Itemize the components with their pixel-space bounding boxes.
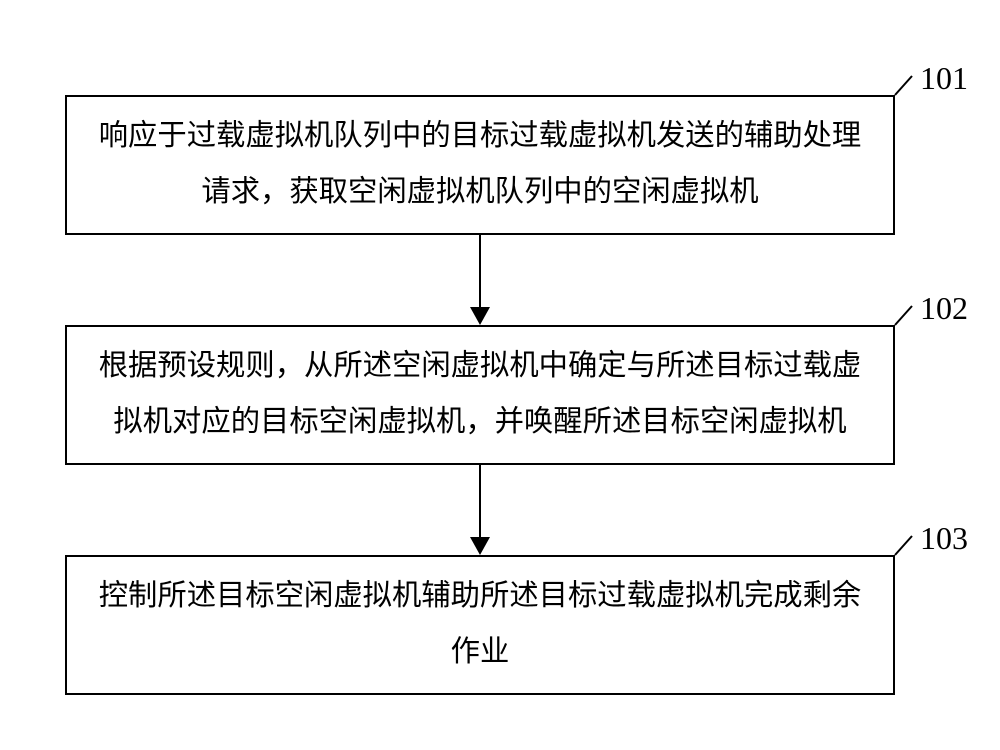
flowchart-node-label: 103 (920, 520, 968, 557)
flowchart-node: 响应于过载虚拟机队列中的目标过载虚拟机发送的辅助处理请求，获取空闲虚拟机队列中的… (65, 95, 895, 235)
flowchart-node-text: 控制所述目标空闲虚拟机辅助所述目标过载虚拟机完成剩余作业 (95, 569, 865, 680)
flowchart-node-label: 102 (920, 290, 968, 327)
lead-line-seg (895, 306, 912, 325)
flowchart-node-text: 根据预设规则，从所述空闲虚拟机中确定与所述目标过载虚拟机对应的目标空闲虚拟机，并… (95, 339, 865, 450)
flowchart-node: 根据预设规则，从所述空闲虚拟机中确定与所述目标过载虚拟机对应的目标空闲虚拟机，并… (65, 325, 895, 465)
flowchart-arrow-line (479, 235, 481, 307)
flowchart-canvas: 响应于过载虚拟机队列中的目标过载虚拟机发送的辅助处理请求，获取空闲虚拟机队列中的… (0, 0, 1000, 750)
flowchart-arrow-line (479, 465, 481, 537)
flowchart-node-label: 101 (920, 60, 968, 97)
flowchart-arrow-head (470, 307, 490, 325)
flowchart-arrow-head (470, 537, 490, 555)
lead-line-seg (895, 536, 912, 555)
flowchart-node: 控制所述目标空闲虚拟机辅助所述目标过载虚拟机完成剩余作业 (65, 555, 895, 695)
flowchart-node-text: 响应于过载虚拟机队列中的目标过载虚拟机发送的辅助处理请求，获取空闲虚拟机队列中的… (95, 109, 865, 220)
lead-line-seg (895, 76, 912, 95)
